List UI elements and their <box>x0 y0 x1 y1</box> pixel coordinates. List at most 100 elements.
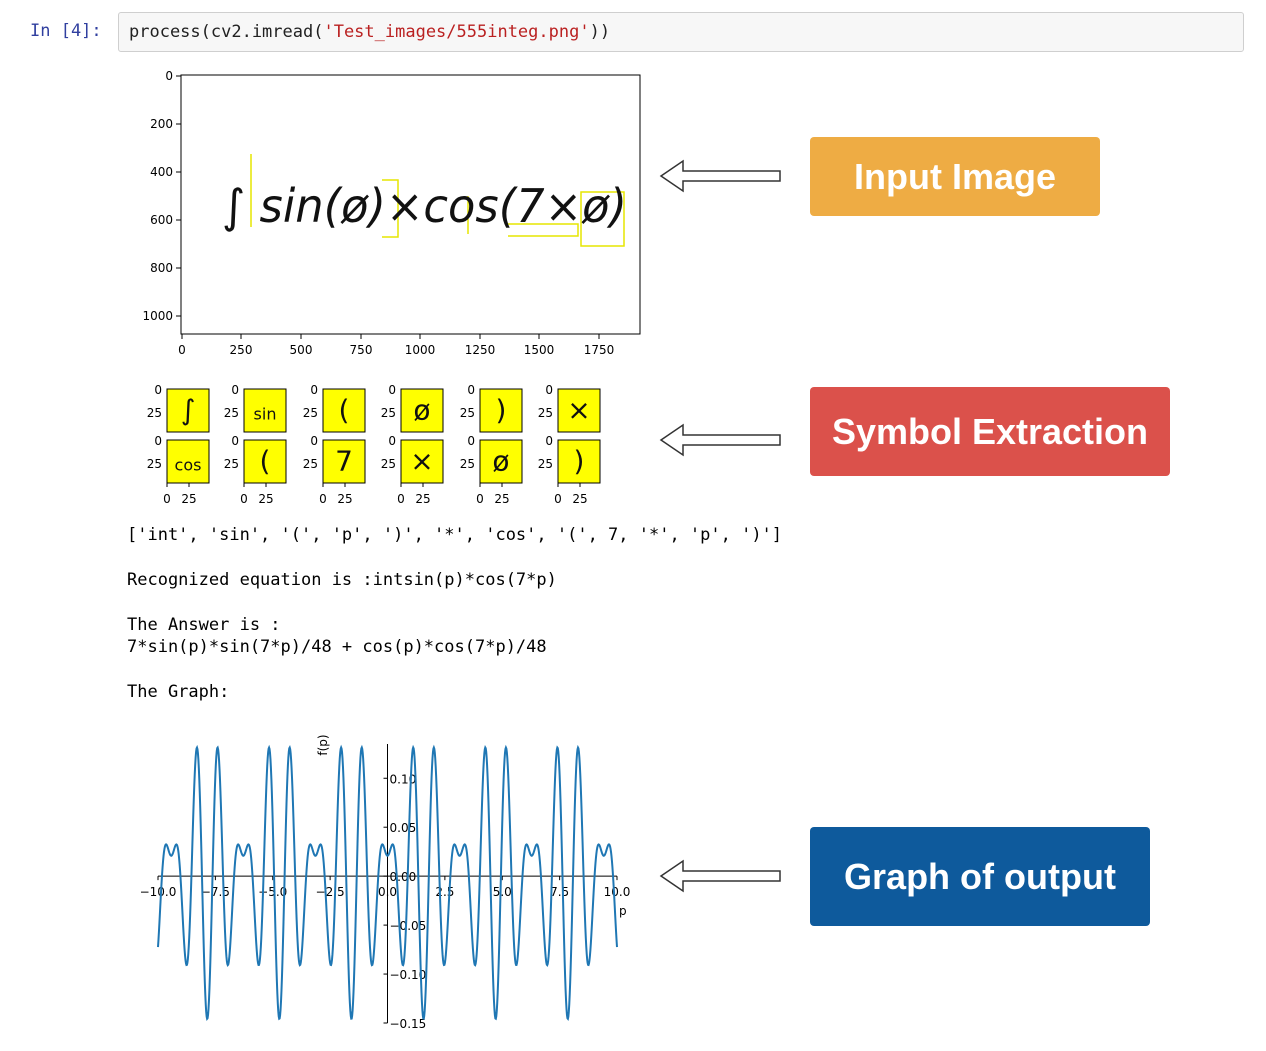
graph-label: The Graph: <box>127 682 230 702</box>
x-tick-label: 1750 <box>584 343 615 357</box>
code-line: process(cv2.imread('Test_images/555integ… <box>129 22 611 42</box>
x-tick-label: 500 <box>290 343 313 357</box>
y-tick-label: 400 <box>150 165 173 179</box>
tick-label: 0 <box>388 434 396 448</box>
input-x-axis: 0 250 500 750 1000 1250 1500 1750 <box>178 334 614 357</box>
tick-label: 25 <box>258 492 273 506</box>
symbol-glyph: × <box>410 445 433 478</box>
symbol-thumbnail: 0 25) <box>460 383 523 433</box>
symbol-bounding-boxes <box>250 154 625 247</box>
handwritten-equation: ∫ sin(ø)×cos(7×ø) <box>222 179 627 233</box>
input-image-plot: 0 200 400 600 800 1000 0 250 500 750 100… <box>142 69 641 357</box>
y-tick-label: 200 <box>150 117 173 131</box>
tick-label: 0 <box>467 434 475 448</box>
tick-label: 0 <box>545 434 553 448</box>
tick-label: 25 <box>147 457 162 471</box>
x-tick-label: −2.5 <box>316 885 345 899</box>
x-tick-label: −5.0 <box>258 885 287 899</box>
tick-label: 25 <box>381 406 396 420</box>
symbol-glyph: ( <box>339 394 350 427</box>
tick-label: 25 <box>494 492 509 506</box>
code-cell[interactable]: process(cv2.imread('Test_images/555integ… <box>118 12 1244 52</box>
tick-label: 0 <box>231 383 239 397</box>
symbol-glyph: ø <box>492 445 509 478</box>
symbol-glyph: ∫ <box>181 394 196 427</box>
symbol-glyph: ( <box>260 445 271 478</box>
answer-expression: 7*sin(p)*sin(7*p)/48 + cos(p)*cos(7*p)/4… <box>127 637 547 657</box>
x-tick-label: 1500 <box>524 343 555 357</box>
tick-label: 25 <box>337 492 352 506</box>
series-line <box>157 744 618 1022</box>
x-tick-label: 1000 <box>405 343 436 357</box>
x-axis-label: p <box>619 904 627 918</box>
y-axis-label: f(p) <box>316 734 330 755</box>
tick-label: 25 <box>303 406 318 420</box>
y-tick-label: 600 <box>150 213 173 227</box>
symbol-thumbnail: 025 70 25 <box>303 434 366 506</box>
output-graph: −10.0 −7.5 −5.0 −2.5 0.0 2.5 5.0 7.5 10.0 0.10 0.0… <box>140 734 631 1031</box>
x-tick-label: 0 <box>178 343 186 357</box>
tick-label: 0 <box>231 434 239 448</box>
tick-label: 0 <box>476 492 484 506</box>
x-tick-label: 7.5 <box>550 885 569 899</box>
graph-of-output-label: Graph of output <box>810 827 1150 926</box>
symbol-thumbnail: 0 25 ( <box>303 383 366 433</box>
tick-label: 25 <box>181 492 196 506</box>
tick-label: 25 <box>538 457 553 471</box>
symbol-glyph: ) <box>496 394 507 427</box>
symbol-thumbnail: 0 25 cos 0 25 <box>147 434 210 506</box>
input-image-label: Input Image <box>810 137 1100 216</box>
y-tick-label: −0.10 <box>390 968 427 982</box>
input-y-axis: 0 200 400 600 800 1000 <box>142 69 181 323</box>
tick-label: 0 <box>388 383 396 397</box>
y-tick-label: −0.15 <box>390 1017 427 1031</box>
tick-label: 25 <box>224 457 239 471</box>
symbol-thumbnail: 0 25 sin <box>224 383 287 433</box>
recognized-equation: Recognized equation is :intsin(p)*cos(7*… <box>127 570 557 590</box>
tick-label: 0 <box>240 492 248 506</box>
tick-label: 0 <box>310 434 318 448</box>
symbol-extraction-label: Symbol Extraction <box>810 387 1170 476</box>
tick-label: 25 <box>147 406 162 420</box>
symbol-thumbnail: 0 25 (0 25 <box>224 434 287 506</box>
arrow-icon <box>659 423 781 457</box>
tick-label: 0 <box>154 434 162 448</box>
tick-label: 25 <box>460 406 475 420</box>
y-tick-label: 0.05 <box>390 821 417 835</box>
x-tick-label: 1250 <box>465 343 496 357</box>
y-tick-label: 0.10 <box>390 772 417 786</box>
token-list: ['int', 'sin', '(', 'p', ')', '*', 'cos'… <box>127 525 783 545</box>
symbol-glyph: cos <box>175 456 202 475</box>
tick-label: 0 <box>319 492 327 506</box>
x-tick-label: 750 <box>350 343 373 357</box>
tick-label: 25 <box>381 457 396 471</box>
y-tick-label: −0.05 <box>390 919 427 933</box>
tick-label: 25 <box>572 492 587 506</box>
symbol-thumbnail: 025 ø0 25 <box>460 434 523 506</box>
tick-label: 0 <box>545 383 553 397</box>
tick-label: 0 <box>154 383 162 397</box>
tick-label: 0 <box>554 492 562 506</box>
symbol-glyph: ) <box>574 445 585 478</box>
arrow-icon <box>659 859 781 893</box>
symbol-glyph: sin <box>254 405 277 424</box>
symbol-thumbnail: 0 25 × 0 25 <box>381 434 444 506</box>
symbol-glyph: 7 <box>335 445 353 478</box>
tick-label: 25 <box>415 492 430 506</box>
symbol-glyph: ø <box>413 394 430 427</box>
symbol-glyph: × <box>567 394 590 427</box>
x-tick-label: 5.0 <box>493 885 512 899</box>
tick-label: 0 <box>163 492 171 506</box>
tick-label: 25 <box>303 457 318 471</box>
tick-label: 0 <box>397 492 405 506</box>
symbol-thumbnail: 0 25 ∫ <box>147 383 210 433</box>
input-prompt: In [4]: <box>30 21 102 41</box>
arrow-icon <box>659 159 781 193</box>
x-tick-label: −7.5 <box>201 885 230 899</box>
y-tick-label: 1000 <box>142 309 173 323</box>
answer-label: The Answer is : <box>127 615 281 635</box>
tick-label: 0 <box>310 383 318 397</box>
symbol-thumbnail: 0 25 ø <box>381 383 444 433</box>
x-tick-label: 2.5 <box>435 885 454 899</box>
